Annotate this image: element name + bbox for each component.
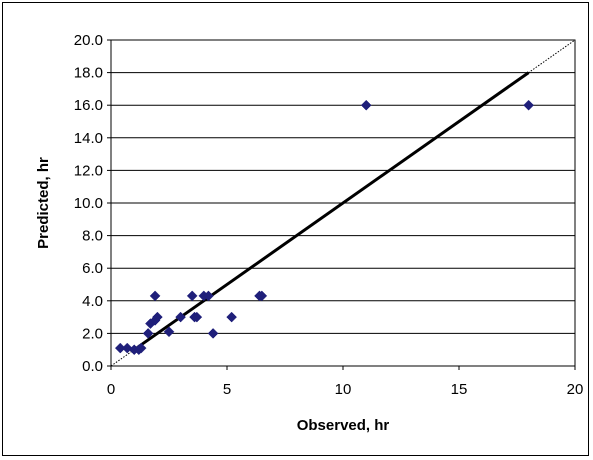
y-axis-title: Predicted, hr [35,157,52,249]
data-point [135,342,147,354]
y-tick-label: 0.0 [82,358,103,375]
data-point [175,311,186,323]
x-tick-label: 20 [567,381,584,398]
y-tick-label: 14.0 [74,130,103,147]
x-tick-labels: 0 5 10 15 20 [107,366,584,398]
data-point [207,328,219,339]
data-point [256,290,268,302]
y-tick-label: 10.0 [74,195,103,212]
data-point [523,99,534,111]
x-tick-label: 5 [223,381,231,398]
data-point [360,99,372,111]
x-tick-label: 15 [451,381,468,398]
y-tick-label: 2.0 [82,325,103,342]
y-tick-label: 4.0 [82,293,103,310]
data-point [203,290,214,302]
y-tick-label: 6.0 [82,260,103,277]
data-point [152,311,163,323]
data-point [191,311,203,323]
fit-line [133,71,530,351]
data-point [186,290,198,302]
y-tick-labels: 0.0 2.0 4.0 6.0 8.0 10.0 12.0 14.0 16.0 18.0 20.0 [74,32,111,375]
data-point [163,326,175,338]
y-tick-label: 16.0 [74,97,103,114]
x-tick-label: 10 [335,381,352,398]
y-tick-label: 20.0 [74,32,103,49]
data-points [114,99,534,356]
data-point [149,290,161,302]
data-point [226,311,237,323]
y-tick-label: 8.0 [82,228,103,245]
chart-frame [2,2,589,456]
y-tick-label: 12.0 [74,162,103,179]
x-tick-label: 0 [107,381,115,398]
data-point [142,328,154,339]
x-axis-title: Observed, hr [297,417,390,434]
data-point [121,342,133,354]
y-tick-label: 18.0 [74,65,103,82]
